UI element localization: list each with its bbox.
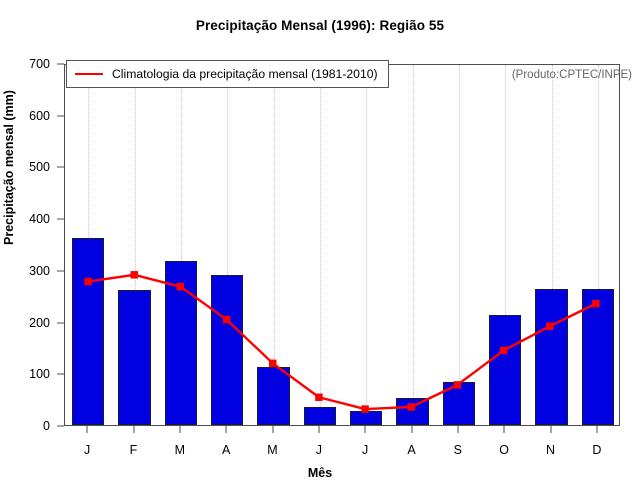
x-tick-mark <box>411 426 412 433</box>
bar <box>118 290 151 425</box>
y-tick-mark <box>57 322 64 324</box>
y-tick-mark <box>57 166 64 168</box>
x-tick-label: F <box>129 443 138 457</box>
bar <box>581 289 615 425</box>
grid-line <box>134 65 136 425</box>
grid-line <box>551 65 553 425</box>
climatology-marker <box>176 282 185 291</box>
climatology-marker <box>499 346 508 355</box>
y-tick-mark <box>57 270 64 272</box>
x-tick-mark <box>550 426 551 433</box>
climatology-marker <box>361 405 369 413</box>
y-tick-label: 300 <box>29 263 50 278</box>
climatology-marker <box>315 393 323 401</box>
grid-line <box>366 65 368 425</box>
climatology-line-layer <box>65 65 619 425</box>
y-tick-mark <box>57 115 64 117</box>
y-tick-mark <box>57 373 64 375</box>
y-tick-label: 100 <box>29 367 50 382</box>
x-tick-label: J <box>315 443 322 457</box>
y-tick-label: 200 <box>29 315 50 330</box>
y-tick-mark <box>57 218 64 220</box>
x-tick-mark <box>318 426 320 433</box>
x-tick-label: M <box>174 443 186 457</box>
climatology-polyline <box>87 273 597 411</box>
grid-line <box>597 65 599 425</box>
producer-annotation: (Produto:CPTEC/INPE) <box>511 69 632 81</box>
grid-line <box>273 65 275 425</box>
bar <box>257 367 290 425</box>
chart-title: Precipitação Mensal (1996): Região 55 <box>195 18 445 33</box>
climatology-marker <box>453 381 462 389</box>
y-tick-label: 500 <box>29 160 50 175</box>
bar <box>535 289 568 425</box>
x-tick-mark <box>503 426 505 433</box>
gridlines <box>65 65 619 425</box>
climatology-marker <box>592 299 600 308</box>
x-tick-mark <box>179 426 181 433</box>
x-tick-mark <box>457 426 459 433</box>
x-tick-mark <box>596 426 598 433</box>
x-tick-label: A <box>407 443 416 457</box>
x-tick-mark <box>133 426 134 433</box>
climatology-marker <box>546 322 554 330</box>
x-tick-label: D <box>592 443 602 457</box>
x-tick-mark <box>364 426 366 433</box>
climatology-marker <box>130 271 138 279</box>
climatology-marker <box>222 315 231 324</box>
legend-line-swatch-icon <box>75 73 103 75</box>
grid-line <box>505 65 507 425</box>
bar <box>396 398 429 425</box>
grid-line <box>319 65 321 425</box>
bar <box>303 406 337 425</box>
bar <box>71 238 105 425</box>
grid-line <box>180 65 182 425</box>
x-tick-mark <box>272 426 273 433</box>
x-axis-title: Mês <box>307 466 333 480</box>
y-tick-mark <box>57 425 64 427</box>
x-tick-label: M <box>267 443 278 457</box>
y-tick-label: 700 <box>29 57 50 71</box>
y-tick-mark <box>57 63 64 65</box>
climatology-marker <box>269 359 277 368</box>
bar <box>210 275 244 425</box>
climatology-marker <box>84 277 92 286</box>
x-tick-label: O <box>499 443 510 457</box>
y-tick-label: 600 <box>29 108 50 123</box>
legend: Climatologia da precipitação mensal (198… <box>66 60 389 88</box>
x-tick-label: J <box>362 443 369 457</box>
x-tick-label: S <box>453 443 462 457</box>
x-tick-label: A <box>221 443 231 457</box>
y-tick-label: 400 <box>29 212 50 227</box>
legend-label: Climatologia da precipitação mensal (198… <box>112 67 378 81</box>
x-tick-label: N <box>545 443 556 457</box>
x-tick-mark <box>86 426 88 433</box>
y-tick-label: 0 <box>43 419 50 433</box>
climatology-line-svg <box>84 271 600 413</box>
x-tick-label: J <box>84 443 91 457</box>
grid-line <box>458 65 460 425</box>
grid-line <box>227 65 229 425</box>
y-axis: 0 100 200 300 400 500 600 700 <box>0 0 64 500</box>
bar <box>488 314 522 425</box>
climatology-marker <box>407 403 415 411</box>
x-tick-mark <box>225 426 227 433</box>
grid-line <box>412 65 414 425</box>
plot-area <box>64 64 620 426</box>
